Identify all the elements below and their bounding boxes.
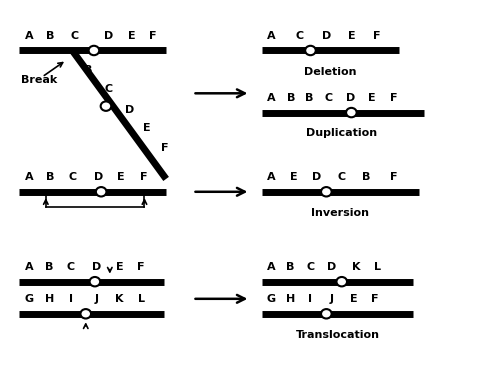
Text: F: F [390, 172, 397, 182]
Text: D: D [327, 262, 336, 272]
Text: D: D [312, 172, 321, 182]
Text: E: E [368, 93, 376, 103]
Text: B: B [46, 172, 55, 182]
Text: Translocation: Translocation [297, 329, 381, 339]
Text: D: D [92, 262, 101, 272]
Text: F: F [140, 172, 147, 182]
Circle shape [305, 46, 316, 55]
Text: F: F [137, 262, 145, 272]
Text: Deletion: Deletion [304, 67, 357, 77]
Text: B: B [84, 65, 93, 75]
Text: A: A [267, 172, 275, 182]
Text: E: E [350, 295, 357, 305]
Circle shape [81, 309, 91, 318]
Text: C: C [306, 262, 315, 272]
Text: Duplication: Duplication [306, 128, 377, 138]
Text: F: F [371, 295, 378, 305]
Text: D: D [322, 31, 331, 41]
Text: A: A [267, 262, 275, 272]
Circle shape [321, 187, 331, 197]
Text: E: E [116, 172, 124, 182]
Text: G: G [25, 295, 33, 305]
Circle shape [321, 309, 331, 318]
Circle shape [101, 101, 111, 111]
Text: F: F [390, 93, 397, 103]
Text: A: A [267, 93, 275, 103]
Text: E: E [290, 172, 298, 182]
Text: C: C [324, 93, 332, 103]
Text: F: F [161, 143, 169, 153]
Text: K: K [115, 295, 124, 305]
Text: Break: Break [21, 76, 57, 86]
Text: B: B [286, 262, 295, 272]
Text: D: D [125, 104, 135, 114]
Text: L: L [374, 262, 382, 272]
Text: C: C [105, 84, 112, 94]
Text: B: B [305, 93, 314, 103]
Text: E: E [128, 31, 136, 41]
Text: I: I [308, 295, 312, 305]
Circle shape [336, 277, 347, 286]
Text: G: G [267, 295, 275, 305]
Text: C: C [67, 262, 75, 272]
Text: D: D [346, 93, 355, 103]
Text: F: F [149, 31, 156, 41]
Circle shape [96, 187, 107, 197]
Text: J: J [94, 295, 98, 305]
Text: J: J [329, 295, 333, 305]
Text: D: D [94, 172, 104, 182]
Text: C: C [71, 31, 79, 41]
Text: C: C [68, 172, 76, 182]
Text: I: I [69, 295, 73, 305]
Text: H: H [286, 295, 295, 305]
Circle shape [89, 46, 99, 55]
Text: E: E [115, 262, 123, 272]
Text: F: F [373, 31, 381, 41]
Text: D: D [104, 31, 113, 41]
Text: E: E [143, 122, 151, 132]
Text: B: B [287, 93, 295, 103]
Text: Inversion: Inversion [311, 208, 369, 218]
Text: H: H [45, 295, 55, 305]
Text: B: B [46, 262, 54, 272]
Text: A: A [267, 31, 275, 41]
Text: A: A [25, 172, 33, 182]
Circle shape [89, 277, 100, 286]
Circle shape [346, 108, 356, 117]
Text: E: E [348, 31, 355, 41]
Text: A: A [25, 31, 33, 41]
Text: B: B [47, 31, 55, 41]
Text: C: C [296, 31, 304, 41]
Text: K: K [352, 262, 360, 272]
Text: A: A [25, 262, 33, 272]
Text: B: B [361, 172, 370, 182]
Text: C: C [338, 172, 346, 182]
Text: L: L [137, 295, 144, 305]
